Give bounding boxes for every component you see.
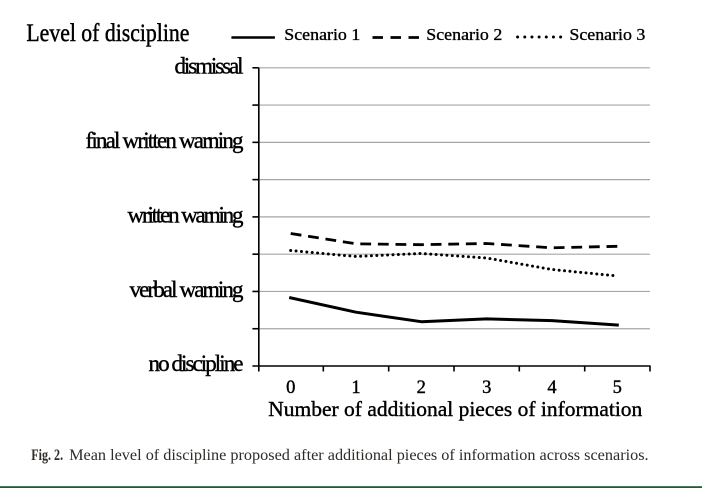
svg-text:Level of discipline: Level of discipline [26, 20, 189, 47]
svg-text:0: 0 [286, 378, 295, 398]
svg-text:5: 5 [613, 378, 622, 398]
svg-text:no discipline: no discipline [149, 351, 244, 376]
svg-text:3: 3 [482, 378, 491, 398]
svg-text:Number of additional pieces of: Number of additional pieces of informati… [268, 397, 642, 421]
svg-text:1: 1 [351, 378, 360, 398]
svg-text:Mean level of discipline propo: Mean level of discipline proposed after … [69, 447, 649, 464]
svg-text:written warning: written warning [128, 203, 245, 228]
svg-text:2: 2 [417, 378, 426, 398]
svg-text:verbal warning: verbal warning [130, 277, 245, 302]
svg-text:Fig. 2.: Fig. 2. [31, 447, 63, 464]
svg-text:Scenario 2: Scenario 2 [426, 25, 502, 44]
svg-text:dismissal: dismissal [175, 54, 244, 79]
svg-text:Scenario 3: Scenario 3 [569, 25, 645, 44]
svg-text:final written warning: final written warning [86, 128, 245, 153]
svg-text:Scenario 1: Scenario 1 [284, 25, 360, 44]
svg-text:4: 4 [547, 378, 556, 398]
